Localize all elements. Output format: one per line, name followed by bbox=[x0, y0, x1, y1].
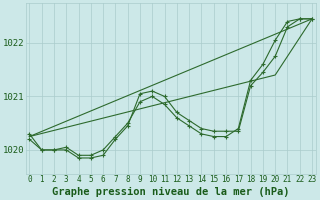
X-axis label: Graphe pression niveau de la mer (hPa): Graphe pression niveau de la mer (hPa) bbox=[52, 187, 290, 197]
